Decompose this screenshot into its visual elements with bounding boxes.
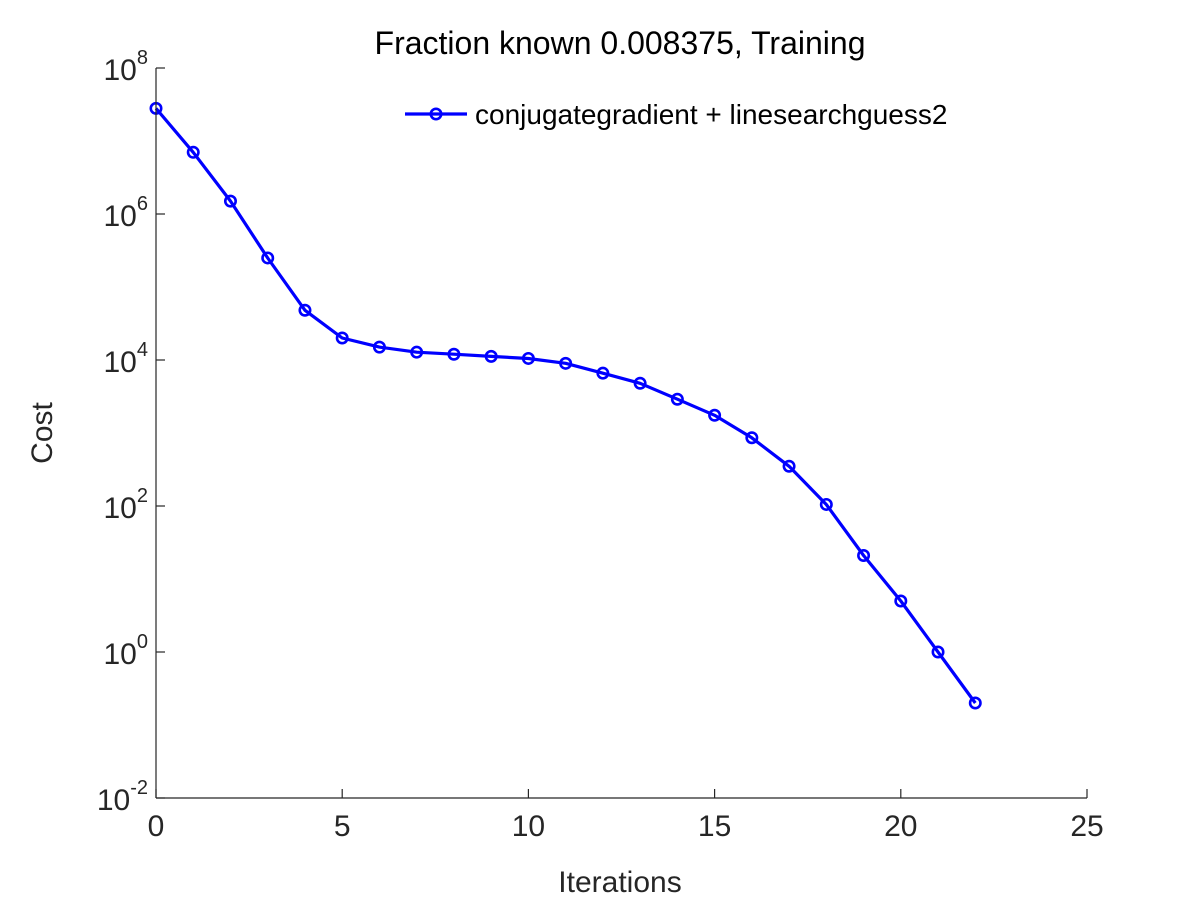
- data-point: [186, 145, 200, 159]
- legend: conjugategradient + linesearchguess2: [405, 99, 947, 130]
- y-axis-label: Cost: [26, 401, 59, 463]
- data-point: [223, 194, 237, 208]
- y-tick-label: 100: [104, 631, 149, 671]
- x-tick-label: 15: [698, 810, 731, 843]
- data-point: [670, 392, 684, 406]
- data-point: [782, 459, 796, 473]
- y-tick-label: 102: [104, 485, 149, 525]
- data-point: [559, 356, 573, 370]
- legend-label: conjugategradient + linesearchguess2: [475, 99, 947, 130]
- series-layer: [149, 101, 982, 710]
- data-point: [745, 431, 759, 445]
- data-point: [968, 696, 982, 710]
- y-tick-label: 104: [104, 339, 149, 379]
- data-point: [410, 345, 424, 359]
- series-line: [154, 107, 977, 704]
- data-point: [931, 645, 945, 659]
- data-point: [708, 408, 722, 422]
- data-point: [261, 251, 275, 265]
- x-tick-label: 20: [884, 810, 917, 843]
- data-point: [335, 331, 349, 345]
- legend-marker: [429, 107, 443, 121]
- chart-title: Fraction known 0.008375, Training: [375, 25, 866, 61]
- x-tick-label: 10: [512, 810, 545, 843]
- data-point: [857, 548, 871, 562]
- data-point: [633, 376, 647, 390]
- data-point: [372, 340, 386, 354]
- data-point: [298, 303, 312, 317]
- x-tick-label: 0: [148, 810, 165, 843]
- data-point: [819, 497, 833, 511]
- x-axis-label: Iterations: [558, 866, 681, 899]
- data-point: [596, 366, 610, 380]
- y-tick-label: 108: [104, 47, 149, 87]
- data-point: [447, 347, 461, 361]
- x-tick-label: 25: [1070, 810, 1103, 843]
- y-tick-label: 10-2: [97, 777, 148, 817]
- data-point: [521, 351, 535, 365]
- y-tick-label: 106: [104, 193, 149, 233]
- axes-layer: 0 5 10 15 20 25 10-2 100 102 104 106 108: [97, 47, 1104, 843]
- data-point: [894, 594, 908, 608]
- data-point: [484, 349, 498, 363]
- x-tick-label: 5: [334, 810, 351, 843]
